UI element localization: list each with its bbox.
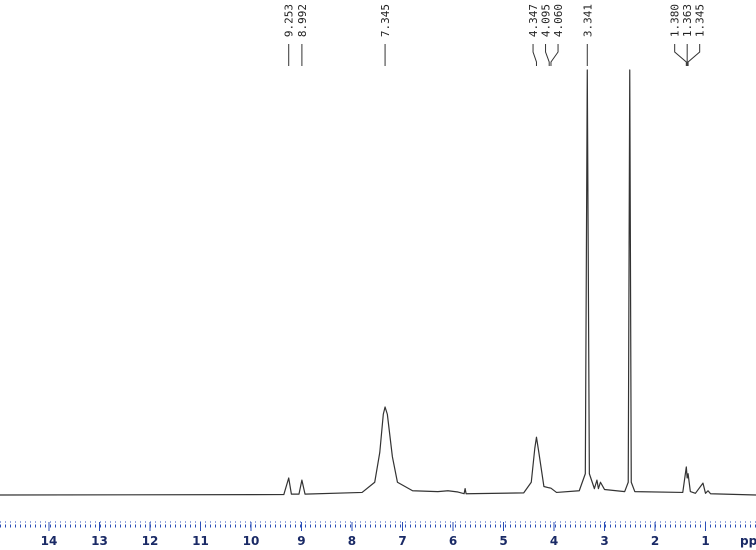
- peak-label: 3.341: [581, 4, 594, 37]
- x-axis-label: ppm: [740, 534, 756, 548]
- peak-label: 1.345: [694, 4, 707, 37]
- peak-label: 4.060: [552, 4, 565, 37]
- x-tick-label: 5: [499, 534, 507, 548]
- peak-leader: [532, 44, 537, 66]
- x-tick-label: 8: [348, 534, 356, 548]
- x-tick-label: 12: [142, 534, 159, 548]
- x-tick-label: 1: [701, 534, 709, 548]
- x-tick-label: 7: [398, 534, 406, 548]
- peak-label: 8.992: [296, 4, 309, 37]
- peak-label: 4.095: [540, 4, 553, 37]
- spectrum-line: [0, 69, 756, 496]
- x-tick-label: 14: [41, 534, 58, 548]
- x-tick-label: 6: [449, 534, 457, 548]
- peak-leader: [545, 44, 550, 66]
- peak-label: 9.253: [283, 4, 296, 37]
- x-tick-label: 11: [192, 534, 209, 548]
- peak-label: 1.363: [681, 4, 694, 37]
- peak-leader: [550, 44, 559, 66]
- x-tick-label: 13: [91, 534, 108, 548]
- peak-label: 7.345: [379, 4, 392, 37]
- peak-leader: [674, 44, 687, 66]
- peak-leader: [687, 44, 701, 66]
- peak-label: 4.347: [527, 4, 540, 37]
- x-tick-label: 3: [600, 534, 608, 548]
- x-tick-label: 4: [550, 534, 558, 548]
- peak-label: 1.380: [669, 4, 682, 37]
- x-tick-label: 9: [297, 534, 305, 548]
- x-tick-label: 2: [651, 534, 659, 548]
- x-tick-label: 10: [243, 534, 260, 548]
